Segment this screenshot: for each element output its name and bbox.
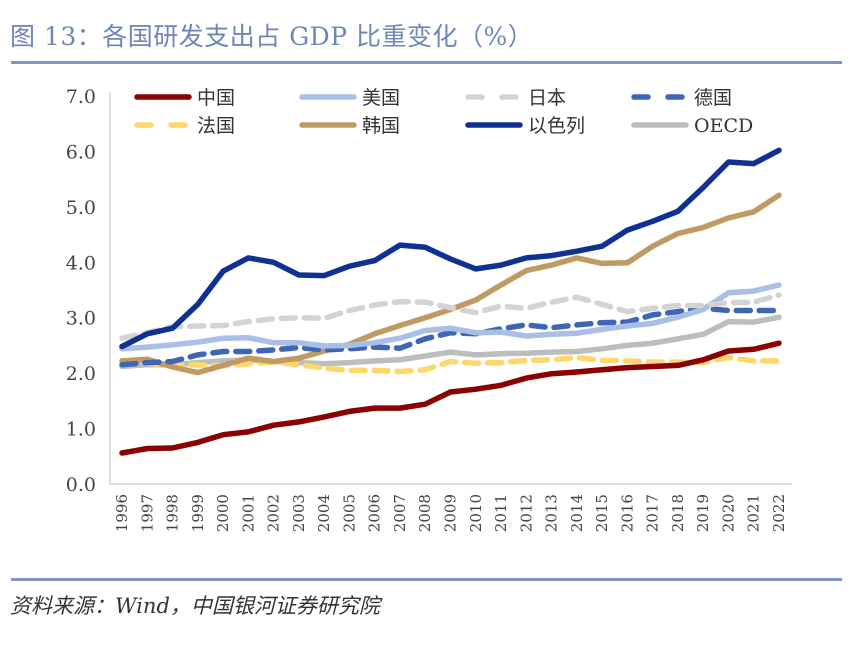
x-tick-label: 2006 — [366, 494, 384, 532]
figure-title: 图 13：各国研发支出占 GDP 比重变化（%） — [10, 22, 534, 51]
x-tick-label: 2010 — [467, 494, 485, 532]
legend-item: 法国 — [134, 115, 235, 137]
x-tick-label: 2019 — [694, 494, 712, 532]
series-lines — [119, 147, 782, 456]
x-tick-label: 2021 — [745, 494, 763, 532]
legend-label: 法国 — [197, 115, 235, 137]
series-line-3 — [119, 305, 782, 368]
x-tick-label: 2001 — [239, 494, 257, 532]
source-divider — [11, 578, 842, 581]
x-tick-label: 2016 — [618, 494, 636, 532]
y-tick-label: 2.0 — [66, 363, 96, 385]
x-tick-label: 2009 — [442, 494, 460, 532]
x-axis-ticks: 1996 1997 1998 1999 2000 2001 2002 2003 2004 2005… — [113, 494, 788, 532]
x-tick-label: 2008 — [416, 494, 434, 532]
y-tick-label: 1.0 — [66, 419, 96, 441]
x-tick-label: 2000 — [214, 494, 232, 532]
x-tick-label: 1998 — [164, 494, 182, 532]
x-tick-label: 2013 — [543, 494, 561, 532]
legend-label: 美国 — [362, 87, 400, 109]
x-tick-label: 2020 — [719, 494, 737, 532]
legend-item: 美国 — [299, 87, 400, 109]
series-line-5 — [119, 192, 782, 376]
legend-item: 以色列 — [465, 115, 585, 137]
y-tick-label: 6.0 — [66, 141, 96, 163]
x-tick-label: 2018 — [669, 494, 687, 532]
series-line-6 — [119, 147, 782, 350]
x-tick-label: 2002 — [265, 494, 283, 532]
y-axis-ticks: 0.0 1.0 2.0 3.0 4.0 5.0 6.0 7.0 — [66, 86, 96, 496]
y-tick-label: 0.0 — [66, 474, 96, 496]
x-tick-label: 2015 — [593, 494, 611, 532]
legend-label: 日本 — [528, 87, 566, 109]
x-tick-label: 2017 — [644, 494, 662, 532]
x-tick-label: 1997 — [138, 494, 156, 532]
legend-item: 日本 — [465, 87, 566, 109]
legend-label: 韩国 — [362, 115, 400, 137]
legend-label: 中国 — [197, 87, 235, 109]
legend-item: 韩国 — [299, 115, 400, 137]
line-chart: 0.01.02.03.04.05.06.07.0 1996 1997 1998 199… — [66, 86, 792, 532]
x-tick-label: 2003 — [290, 494, 308, 532]
legend-label: 以色列 — [528, 115, 585, 137]
legend-item: 中国 — [134, 87, 235, 109]
x-tick-label: 2011 — [492, 494, 510, 532]
y-tick-label: 4.0 — [66, 252, 96, 274]
source-note: 资料来源：Wind，中国银河证券研究院 — [10, 594, 380, 618]
title-divider — [11, 61, 842, 64]
legend-item: OECD — [631, 115, 753, 137]
x-tick-label: 2005 — [340, 494, 358, 532]
y-tick-label: 7.0 — [66, 86, 96, 108]
legend-item: 德国 — [631, 87, 732, 109]
y-tick-label: 3.0 — [66, 308, 96, 330]
x-tick-label: 2022 — [770, 494, 788, 532]
x-tick-label: 2007 — [391, 494, 409, 532]
series-line-0 — [119, 340, 782, 456]
x-tick-label: 1996 — [113, 494, 131, 532]
series-line-1 — [119, 282, 782, 352]
chart-axes — [109, 92, 792, 485]
x-tick-label: 2012 — [517, 494, 535, 532]
x-tick-label: 2004 — [315, 494, 333, 532]
x-tick-label: 1999 — [189, 494, 207, 532]
x-tick-label: 2014 — [568, 494, 586, 532]
series-line-2 — [119, 292, 782, 341]
y-tick-label: 5.0 — [66, 197, 96, 219]
legend-label: OECD — [694, 115, 753, 137]
legend-label: 德国 — [694, 87, 732, 109]
